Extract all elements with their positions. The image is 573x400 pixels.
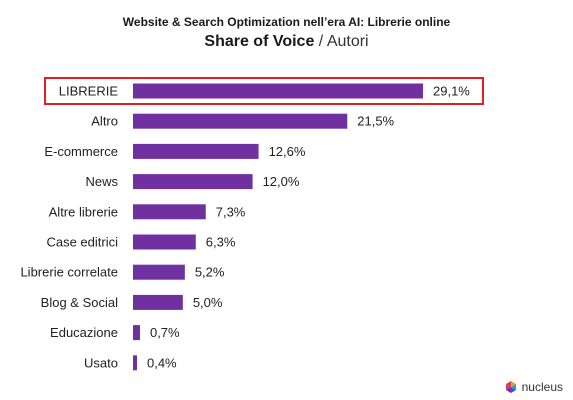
chart-supertitle: Website & Search Optimization nell’era A… [122,15,451,29]
nucleus-logo-text: nucleus [521,380,563,394]
bar [133,83,423,99]
chart-title-rest: / Autori [314,33,369,50]
bar [133,113,348,129]
value-label: 7,3% [216,204,246,219]
category-label: News [85,174,118,189]
value-label: 21,5% [357,114,394,129]
category-label: Usato [84,355,118,370]
category-label: Librerie correlate [20,265,118,280]
bar [133,174,253,190]
category-label: Educazione [50,325,118,340]
value-label: 12,6% [269,144,306,159]
value-label: 29,1% [433,84,470,99]
highlight-box [44,77,484,105]
nucleus-logo: nucleus [504,380,563,394]
value-label: 0,4% [147,355,177,370]
value-label: 6,3% [206,235,236,250]
bar [133,234,196,250]
value-label: 5,2% [195,265,225,280]
category-label: Altro [91,114,118,129]
category-label: Case editrici [46,235,118,250]
category-label: Blog & Social [41,295,118,310]
category-label: LIBRERIE [59,84,119,99]
bar [133,204,206,220]
nucleus-logo-icon [505,381,516,393]
chart-title-bold: Share of Voice [204,33,315,50]
bar [133,294,183,310]
value-label: 12,0% [263,174,300,189]
bar [133,143,259,159]
value-label: 5,0% [193,295,223,310]
category-label: Altre librerie [49,204,118,219]
bar [133,325,140,341]
chart-title: Share of Voice / Autori [0,33,573,51]
bar [133,355,137,371]
bar [133,264,185,280]
category-label: E-commerce [44,144,118,159]
value-label: 0,7% [150,325,180,340]
